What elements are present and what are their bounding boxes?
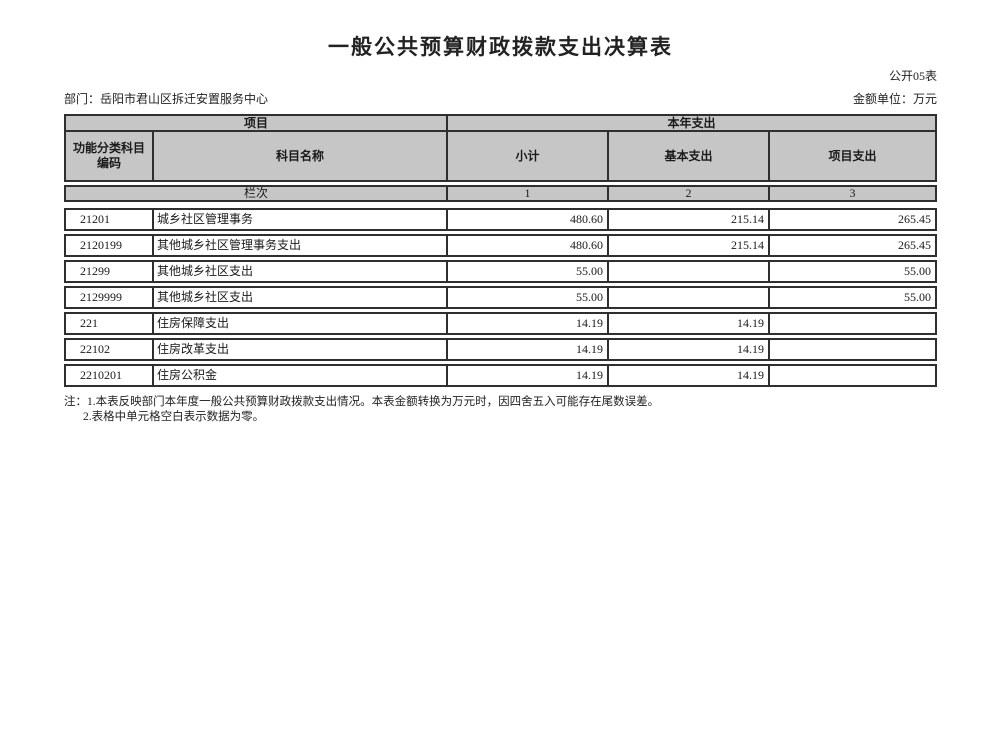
row-code: 21201 — [66, 210, 154, 229]
row-project: 55.00 — [904, 264, 931, 278]
row-name: 住房保障支出 — [154, 314, 448, 333]
table-header: 项目 本年支出 功能分类科目编码 科目名称 小计 基本支出 项目支出 — [64, 114, 937, 182]
header-function-code: 功能分类科目编码 — [66, 132, 154, 180]
header-subtotal: 小计 — [448, 132, 609, 180]
header-group-row: 项目 本年支出 — [66, 116, 935, 132]
row-basic: 215.14 — [609, 210, 770, 229]
note-line-2: 2.表格中单元格空白表示数据为零。 — [83, 411, 265, 423]
row-basic — [609, 262, 770, 281]
row-code: 2210201 — [66, 366, 154, 385]
row-name: 其他城乡社区支出 — [154, 262, 448, 281]
row-basic: 215.14 — [609, 236, 770, 255]
header-year-expense-group: 本年支出 — [448, 116, 935, 132]
page-title: 一般公共预算财政拨款支出决算表 — [328, 35, 673, 59]
table-row: 2129999 其他城乡社区支出 55.00 55.00 — [64, 286, 937, 309]
row-project: 265.45 — [898, 212, 931, 226]
table-row: 21201 城乡社区管理事务 480.60 215.14 265.45 — [64, 208, 937, 231]
row-code: 221 — [66, 314, 154, 333]
row-subtotal: 480.60 — [448, 210, 609, 229]
row-subtotal: 14.19 — [448, 340, 609, 359]
form-number: 公开05表 — [888, 69, 937, 83]
row-project — [770, 366, 935, 385]
row-name: 住房公积金 — [154, 366, 448, 385]
row-code: 21299 — [66, 262, 154, 281]
header-project-expense: 项目支出 — [828, 148, 877, 163]
lanci-col-3: 3 — [849, 187, 856, 200]
table-row: 2210201 住房公积金 14.19 14.19 — [64, 364, 937, 387]
document-page: 一般公共预算财政拨款支出决算表 公开05表 部门：岳阳市君山区拆迁安置服务中心 … — [64, 31, 937, 425]
footnotes: 注：1.本表反映部门本年度一般公共预算财政拨款支出情况。本表金额转换为万元时，因… — [64, 395, 937, 425]
row-project: 265.45 — [898, 238, 931, 252]
row-project — [770, 340, 935, 359]
row-name: 城乡社区管理事务 — [154, 210, 448, 229]
row-subtotal: 480.60 — [448, 236, 609, 255]
column-index-row: 栏次 1 2 3 — [64, 185, 937, 202]
header-subject-name: 科目名称 — [154, 132, 448, 180]
row-name: 住房改革支出 — [154, 340, 448, 359]
table-row: 221 住房保障支出 14.19 14.19 — [64, 312, 937, 335]
table-row: 2120199 其他城乡社区管理事务支出 480.60 215.14 265.4… — [64, 234, 937, 257]
meta-line: 部门：岳阳市君山区拆迁安置服务中心 金额单位：万元 — [64, 90, 937, 107]
row-code: 22102 — [66, 340, 154, 359]
row-code: 2120199 — [66, 236, 154, 255]
row-basic: 14.19 — [609, 314, 770, 333]
row-project: 55.00 — [904, 290, 931, 304]
row-name: 其他城乡社区管理事务支出 — [154, 236, 448, 255]
row-basic: 14.19 — [609, 366, 770, 385]
header-columns-row: 功能分类科目编码 科目名称 小计 基本支出 项目支出 — [66, 132, 935, 180]
row-subtotal: 55.00 — [448, 288, 609, 307]
table-row: 22102 住房改革支出 14.19 14.19 — [64, 338, 937, 361]
table-row: 21299 其他城乡社区支出 55.00 55.00 — [64, 260, 937, 283]
row-subtotal: 14.19 — [448, 314, 609, 333]
row-basic: 14.19 — [609, 340, 770, 359]
header-project-group: 项目 — [66, 116, 448, 132]
row-name: 其他城乡社区支出 — [154, 288, 448, 307]
row-subtotal: 14.19 — [448, 366, 609, 385]
lanci-col-1: 1 — [448, 187, 609, 200]
row-basic — [609, 288, 770, 307]
department-label: 部门：岳阳市君山区拆迁安置服务中心 — [64, 92, 269, 106]
row-code: 2129999 — [66, 288, 154, 307]
unit-label: 金额单位：万元 — [852, 92, 937, 106]
row-project — [770, 314, 935, 333]
row-subtotal: 55.00 — [448, 262, 609, 281]
lanci-col-2: 2 — [609, 187, 770, 200]
note-line-1: 注：1.本表反映部门本年度一般公共预算财政拨款支出情况。本表金额转换为万元时，因… — [64, 396, 660, 408]
lanci-label: 栏次 — [66, 187, 448, 200]
header-basic-expense: 基本支出 — [609, 132, 770, 180]
